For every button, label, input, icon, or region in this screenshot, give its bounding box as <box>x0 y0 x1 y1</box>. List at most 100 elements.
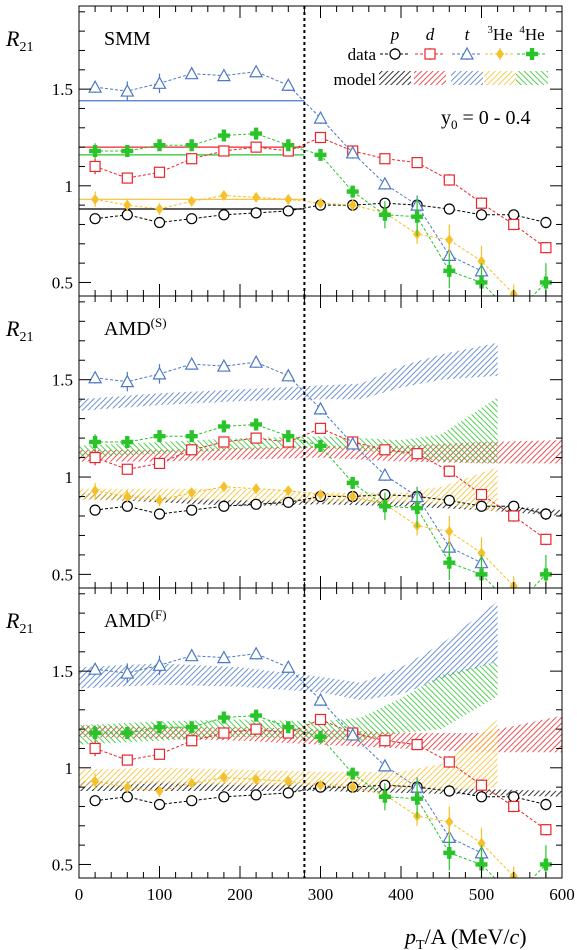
data-point-4he <box>346 476 359 489</box>
data-point-4he <box>217 420 230 433</box>
data-point-4he <box>121 145 134 157</box>
data-point-4he <box>217 129 230 142</box>
data-point-d <box>186 444 198 456</box>
data-point-d <box>475 197 488 209</box>
data-point-d <box>186 153 198 165</box>
y-tick-label: 0.5 <box>52 273 73 292</box>
data-point-t <box>216 650 231 664</box>
x-tick-label: 500 <box>469 885 495 904</box>
data-point-p <box>186 795 198 807</box>
model-band-3he <box>79 719 498 791</box>
y-axis-label-main: R <box>5 608 20 633</box>
series-t <box>88 64 489 285</box>
data-point-4he <box>346 767 359 780</box>
panel-label: AMD(S) <box>104 315 167 340</box>
data-point-t <box>88 79 103 93</box>
data-point-4he <box>508 309 520 321</box>
data-point-3he <box>348 491 357 503</box>
data-point-3he <box>477 255 486 267</box>
data-point-t <box>120 374 135 388</box>
data-point-p <box>186 504 198 516</box>
data-point-3he <box>284 775 293 787</box>
data-point-d <box>89 160 101 173</box>
data-point-4he <box>121 727 134 739</box>
data-point-p <box>443 785 455 797</box>
data-point-4he <box>282 430 295 443</box>
legend-model-swatch <box>414 71 446 85</box>
y-tick-label: 1 <box>65 177 74 196</box>
legend-species-d: d <box>426 25 435 44</box>
legend-species-text: He <box>525 25 545 44</box>
data-point-d <box>153 457 166 470</box>
panel-2: 0.5 1 1.5 R21 AMD(S) <box>5 295 563 589</box>
y-axis-label-main: R <box>5 316 20 341</box>
data-point-t <box>152 658 167 671</box>
x-tick-label: 200 <box>227 885 253 904</box>
data-point-d <box>475 488 488 501</box>
data-point-4he <box>89 727 102 739</box>
data-point-t <box>459 46 475 60</box>
data-point-d <box>424 48 436 60</box>
series-p <box>89 779 552 811</box>
data-point-4he <box>539 276 552 289</box>
data-point-4he <box>475 858 488 871</box>
y-axis-label-main: R <box>5 26 20 51</box>
data-point-4he <box>121 436 134 448</box>
data-point-p <box>218 791 230 803</box>
data-point-t <box>184 66 199 80</box>
data-point-t <box>281 368 296 382</box>
data-point-3he <box>187 195 196 207</box>
data-point-t <box>281 78 296 91</box>
data-point-p <box>282 205 294 217</box>
data-point-d <box>186 735 198 747</box>
data-point-d <box>121 754 133 766</box>
data-point-3he <box>496 48 504 60</box>
data-point-d <box>250 723 262 735</box>
model-band-t <box>79 342 498 411</box>
data-point-3he <box>219 771 228 783</box>
data-point-3he <box>445 526 454 538</box>
data-point-t <box>216 68 231 82</box>
data-point-4he <box>443 264 456 277</box>
data-point-3he <box>348 781 357 793</box>
legend-model-swatch <box>451 71 483 85</box>
data-point-p <box>250 207 262 219</box>
axis-labels: pT/A (MeV/c) <box>403 924 527 950</box>
data-point-3he <box>477 837 486 849</box>
data-point-d <box>411 157 423 169</box>
model-band-4he <box>79 661 498 745</box>
data-point-t <box>281 660 296 673</box>
data-point-p <box>508 791 520 803</box>
legend-species-sup: 4 <box>519 24 525 36</box>
data-point-3he <box>252 773 261 785</box>
data-point-t <box>152 76 167 89</box>
y-axis-label: R21 <box>5 26 33 55</box>
data-point-4he <box>314 730 327 743</box>
data-point-4he <box>475 568 488 581</box>
data-point-4he <box>443 846 456 859</box>
data-point-d <box>379 153 391 165</box>
data-point-p <box>475 791 488 803</box>
data-point-4he <box>314 439 327 452</box>
data-point-3he <box>252 483 261 495</box>
data-point-4he <box>217 711 230 724</box>
data-point-4he <box>443 556 456 569</box>
x-tick-label: 300 <box>308 885 334 904</box>
legend-model-swatch <box>516 71 548 85</box>
plot-area <box>79 342 562 588</box>
data-point-4he <box>346 185 359 198</box>
data-point-d <box>411 738 423 751</box>
panel-3: 0.5 1 1.5 0 100 200 300 400 500 600 R21 AMD(F) <box>5 587 575 904</box>
data-point-4he <box>185 721 198 734</box>
y-tick-label: 0.5 <box>52 565 73 584</box>
panel-label-sup: (F) <box>151 607 167 622</box>
x-tick-label: 600 <box>549 885 575 904</box>
rapidity-label-sub: 0 <box>451 117 458 132</box>
data-point-d <box>218 727 230 739</box>
data-point-4he <box>378 500 391 513</box>
series-d <box>89 422 552 546</box>
data-point-d <box>218 436 230 448</box>
data-point-d <box>89 451 101 464</box>
x-axis-label: pT/A (MeV/c) <box>403 924 527 950</box>
